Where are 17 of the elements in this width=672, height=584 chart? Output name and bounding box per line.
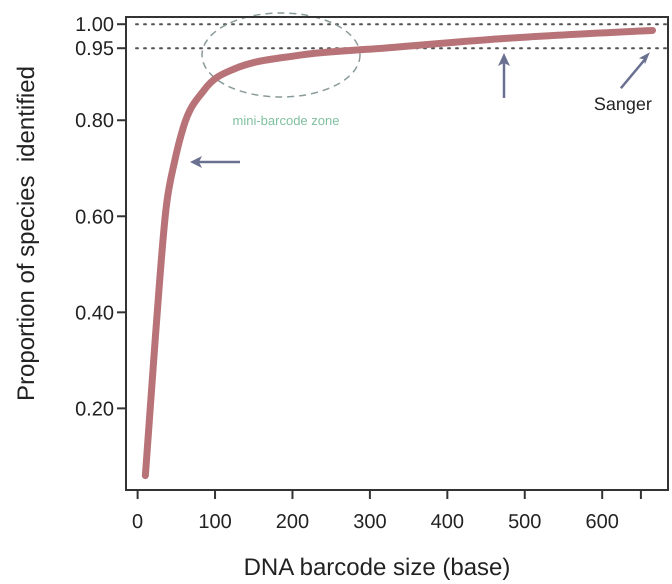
y-tick-label: 0.20 <box>75 398 114 420</box>
x-tick-label: 600 <box>586 511 619 533</box>
y-tick-label: 0.95 <box>75 38 114 60</box>
annotation: mini-barcode zone <box>232 113 340 128</box>
x-tick-label: 300 <box>353 511 387 533</box>
y-tick-label: 1.00 <box>75 14 114 36</box>
annotation: Sanger <box>594 94 652 114</box>
x-tick-label: 400 <box>430 511 464 533</box>
y-tick-label: 0.80 <box>75 110 114 132</box>
y-tick-label: 0.60 <box>75 206 114 228</box>
x-tick-label: 100 <box>198 511 232 533</box>
x-tick-label: 200 <box>276 511 310 533</box>
x-tick-label: 500 <box>508 511 542 533</box>
y-axis-title: Proportion of species identified <box>13 66 40 401</box>
x-axis-title: DNA barcode size (base) <box>244 554 510 581</box>
x-tick-label: 0 <box>132 511 144 533</box>
y-tick-label: 0.40 <box>75 302 114 324</box>
